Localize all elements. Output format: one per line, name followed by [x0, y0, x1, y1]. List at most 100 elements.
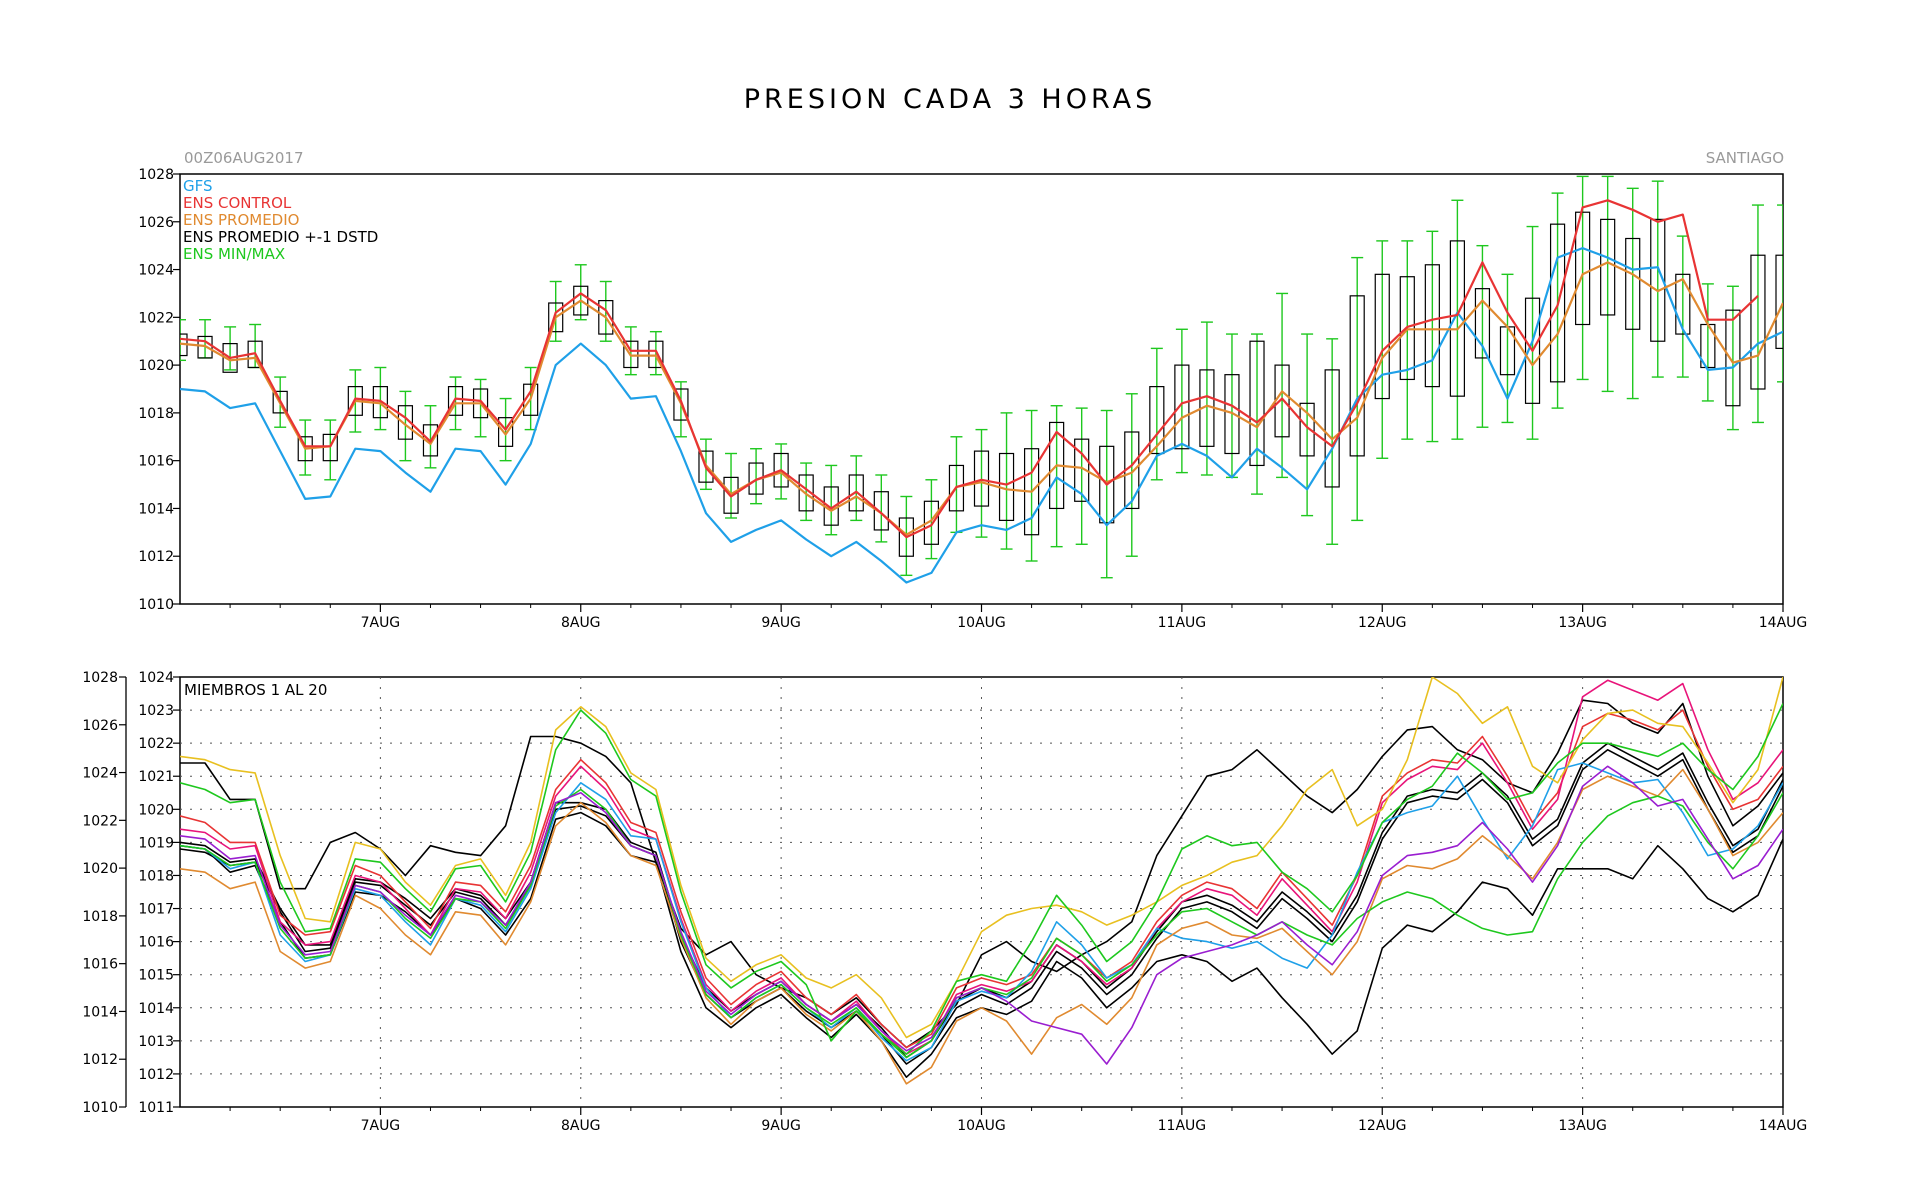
minmax-whisker	[725, 452, 738, 519]
member-line	[180, 699, 1783, 1049]
std-box	[1725, 309, 1741, 407]
std-box	[447, 386, 464, 416]
std-box	[798, 474, 814, 512]
member-line	[180, 709, 1783, 1049]
y-tick-label: 1012	[138, 549, 174, 565]
std-box	[723, 476, 739, 514]
minmax-whisker	[1100, 409, 1113, 579]
minmax-whisker	[1626, 187, 1639, 400]
outer-y-tick-label: 1018	[82, 909, 118, 925]
minmax-whisker	[750, 448, 763, 505]
std-box	[523, 383, 539, 416]
minmax-whisker	[674, 381, 687, 438]
y-tick-label: 1020	[138, 358, 174, 374]
y-tick-label: 1018	[138, 406, 174, 422]
std-box	[1174, 364, 1190, 450]
std-box	[873, 491, 889, 531]
member-line	[180, 703, 1783, 1055]
std-box	[598, 300, 614, 335]
std-box	[1750, 254, 1766, 390]
x-tick-label: 7AUG	[361, 1118, 401, 1134]
minmax-whisker	[1526, 225, 1539, 440]
legend-entry: ENS PROMEDIO	[183, 211, 299, 229]
legend-entry: ENS PROMEDIO +-1 DSTD	[183, 228, 378, 246]
std-box	[973, 450, 990, 507]
std-box	[1399, 276, 1415, 381]
std-box	[1600, 218, 1616, 316]
y-tick-label: 1023	[138, 703, 174, 719]
std-box	[1625, 237, 1641, 330]
minmax-whisker	[1050, 405, 1063, 548]
minmax-whisker	[1326, 338, 1339, 545]
y-tick-label: 1014	[138, 1001, 174, 1017]
x-tick-label: 9AUG	[761, 1118, 801, 1134]
minmax-whisker	[1251, 333, 1264, 495]
x-tick-label: 13AUG	[1558, 615, 1607, 631]
run-label: 00Z06AUG2017	[184, 149, 304, 167]
minmax-whisker	[950, 436, 963, 534]
x-tick-label: 8AUG	[561, 1118, 601, 1134]
outer-y-tick-label: 1022	[82, 813, 118, 829]
std-box	[1149, 386, 1165, 455]
minmax-whisker	[1276, 292, 1289, 479]
x-tick-label: 7AUG	[361, 615, 401, 631]
outer-y-tick-label: 1020	[82, 861, 118, 877]
minmax-whisker	[324, 419, 337, 481]
members-annotation: MIEMBROS 1 AL 20	[184, 681, 327, 699]
member-line	[180, 749, 1783, 1065]
std-box	[948, 464, 965, 512]
outer-y-tick-label: 1024	[82, 766, 118, 782]
x-tick-label: 14AUG	[1759, 615, 1808, 631]
y-tick-label: 1015	[138, 968, 174, 984]
minmax-whisker	[1676, 235, 1689, 378]
minmax-whisker	[1150, 347, 1163, 481]
legend-entry: ENS MIN/MAX	[183, 245, 285, 263]
std-box	[548, 302, 564, 333]
std-box	[1575, 211, 1591, 326]
y-tick-label: 1021	[138, 769, 174, 785]
x-tick-label: 9AUG	[761, 615, 801, 631]
outer-y-tick-label: 1014	[82, 1004, 118, 1020]
minmax-whisker	[1451, 199, 1464, 440]
y-tick-label: 1010	[138, 597, 174, 613]
member-line	[180, 762, 1783, 1062]
plot-frame	[179, 173, 1784, 605]
std-box	[1474, 288, 1491, 359]
std-box	[1524, 297, 1541, 404]
std-box	[698, 450, 714, 483]
minmax-whisker	[1601, 175, 1614, 393]
std-box	[498, 417, 514, 447]
member-line	[180, 742, 1783, 1059]
std-box	[573, 285, 589, 316]
std-box	[673, 388, 689, 421]
minmax-whisker	[180, 319, 186, 362]
minmax-whisker	[1000, 412, 1013, 550]
std-box	[1675, 273, 1691, 335]
member-line	[180, 679, 1783, 1055]
x-tick-label: 13AUG	[1558, 1118, 1607, 1134]
outer-y-tick-label: 1010	[82, 1100, 118, 1116]
minmax-whisker	[825, 464, 838, 536]
minmax-whisker	[1301, 333, 1314, 517]
std-box	[923, 500, 940, 545]
minmax-whisker	[424, 405, 437, 469]
std-box	[397, 405, 414, 440]
y-tick-label: 1018	[138, 868, 174, 884]
std-box	[1374, 273, 1390, 400]
minmax-whisker	[1075, 407, 1088, 545]
minmax-whisker	[875, 474, 888, 543]
members-panel: 1011 1012 1013 1014 1015 1016 1017 1018 1019 1020…	[82, 670, 1807, 1134]
minmax-whisker	[199, 319, 212, 359]
series-line-gfs	[180, 247, 1783, 584]
y-tick-label: 1019	[138, 835, 174, 851]
minmax-whisker	[224, 326, 237, 371]
minmax-whisker	[574, 264, 587, 321]
member-line	[180, 765, 1783, 1065]
std-box	[1775, 254, 1783, 349]
std-box	[1324, 369, 1340, 488]
minmax-whisker	[1501, 273, 1514, 424]
y-tick-label: 1026	[138, 215, 174, 231]
outer-y-tick-label: 1028	[82, 670, 118, 686]
outer-y-tick-label: 1012	[82, 1052, 118, 1068]
